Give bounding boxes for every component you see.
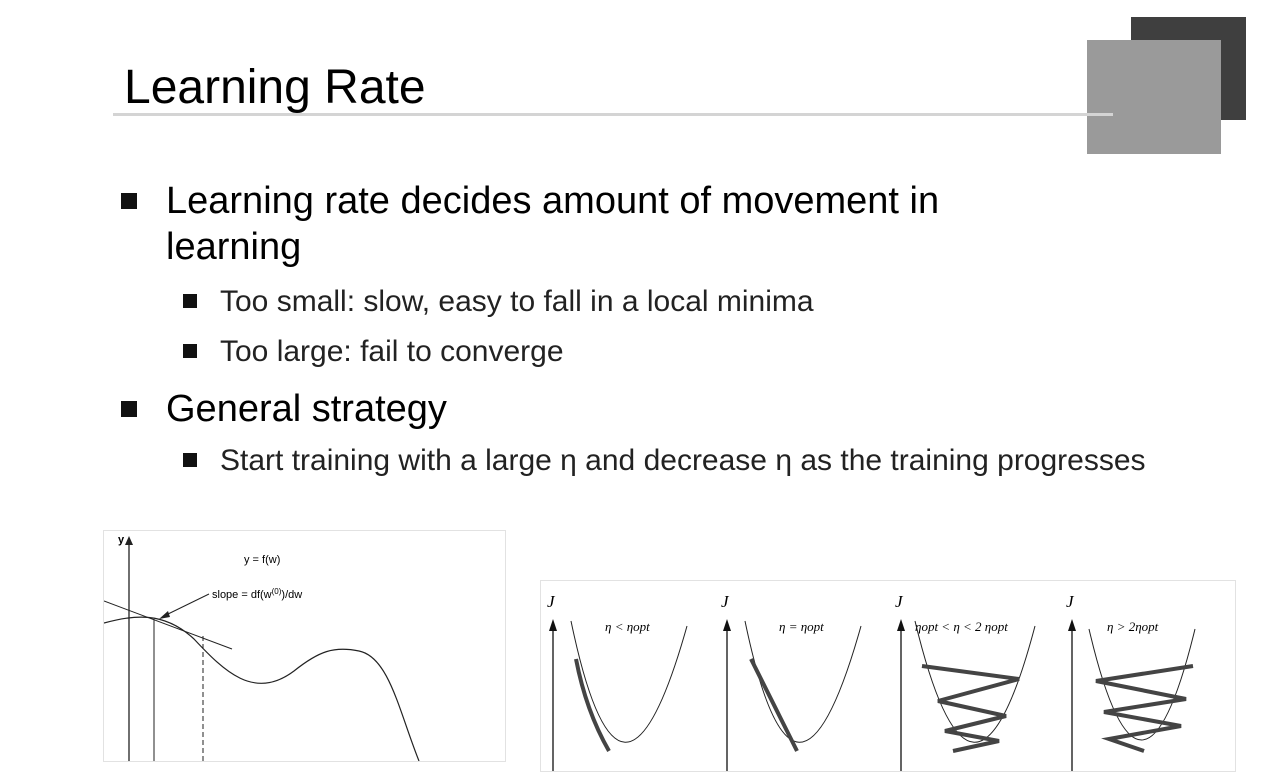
y-axis-label: y [118,534,125,546]
j-axis-label: J [547,592,556,611]
j-axis-label: J [721,592,730,611]
panel-slightly-large: J ηopt < η < 2 ηopt [895,592,1036,771]
square-bullet-icon [121,401,137,417]
square-bullet-icon [121,193,137,209]
square-bullet-icon [183,453,197,467]
square-bullet-icon [183,294,197,308]
bullet-text: General strategy [166,388,447,430]
j-axis-label: J [1066,592,1075,611]
function-label: y = f(w) [244,554,280,566]
learning-rate-panels-diagram: J η < ηopt J η = ηopt J ηopt < η < 2 ηop… [547,592,1196,771]
square-bullet-icon [183,344,197,358]
gradient-slope-diagram: y y = f(w) slope = df(w(0))/dw [103,534,420,762]
j-axis-label: J [895,592,904,611]
decor-light-square [1087,40,1221,154]
panel-optimal: J η = ηopt [721,592,862,771]
slope-label: slope = df(w(0))/dw [212,587,302,602]
figure-gradient-slope: y y = f(w) slope = df(w(0))/dw [103,530,506,762]
panel-too-small: J η < ηopt [547,592,688,771]
condition-label: η = ηopt [779,619,824,634]
panel-too-large: J η > 2ηopt [1066,592,1196,771]
subbullet-text: Too large: fail to converge [220,335,564,368]
subbullet-text: Start training with a large η and decrea… [220,444,1146,477]
condition-label: η < ηopt [605,619,650,634]
title-underline [113,113,1113,116]
bullet-text: Learning rate decides amount of movement… [166,180,940,268]
condition-label: ηopt < η < 2 ηopt [915,619,1008,634]
figure-learning-rate-panels: J η < ηopt J η = ηopt J ηopt < η < 2 ηop… [540,580,1236,772]
slide-title: Learning Rate [124,61,426,114]
condition-label: η > 2ηopt [1107,619,1159,634]
subbullet-text: Too small: slow, easy to fall in a local… [220,285,814,318]
